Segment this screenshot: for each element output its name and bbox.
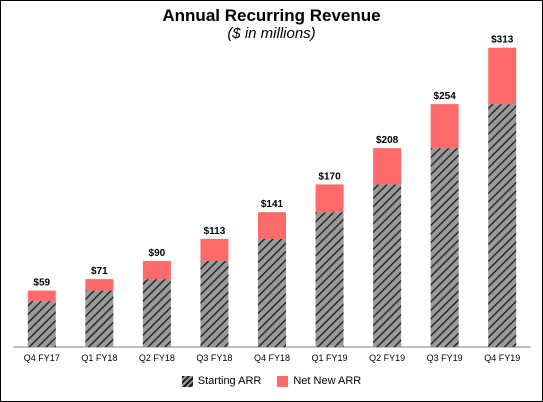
- bar-net-new-arr: [258, 212, 286, 239]
- x-tick-label: Q1 FY19: [312, 353, 348, 363]
- bar-net-new-arr: [373, 148, 402, 185]
- data-label-total: $208: [376, 135, 399, 146]
- data-label-total: $254: [434, 91, 457, 102]
- x-tick-label: Q4 FY17: [24, 353, 60, 363]
- bar-starting-arr: [200, 260, 229, 347]
- x-tick-label: Q4 FY19: [484, 353, 520, 363]
- bar-starting-arr: [85, 290, 114, 347]
- legend-label-starting-arr: Starting ARR: [197, 375, 262, 387]
- bar-starting-arr: [27, 301, 56, 347]
- data-label-total: $113: [204, 226, 226, 237]
- bar-starting-arr: [315, 212, 344, 347]
- data-label-total: $141: [261, 199, 284, 210]
- bar-starting-arr: [373, 184, 402, 347]
- bar-starting-arr: [430, 148, 459, 347]
- bar-starting-arr: [258, 238, 286, 347]
- legend-swatch-starting-arr: [181, 375, 193, 387]
- bar-net-new-arr: [315, 184, 344, 213]
- legend-item-starting-arr: Starting ARR: [181, 375, 262, 387]
- data-label-total: $170: [318, 171, 341, 182]
- bar-net-new-arr: [142, 260, 171, 280]
- x-tick-label: Q3 FY19: [427, 353, 463, 363]
- x-tick-label: Q2 FY19: [369, 353, 405, 363]
- data-label-total: $313: [491, 35, 514, 46]
- x-tick-label: Q4 FY18: [254, 353, 290, 363]
- bar-net-new-arr: [85, 279, 114, 291]
- legend-label-net-new-arr: Net New ARR: [293, 375, 362, 387]
- chart-title: Annual Recurring Revenue: [162, 6, 381, 25]
- chart-subtitle: ($ in millions): [227, 25, 316, 42]
- data-label-total: $90: [149, 248, 166, 259]
- bar-net-new-arr: [200, 238, 229, 261]
- data-label-total: $59: [33, 278, 50, 289]
- bar-net-new-arr: [27, 290, 56, 302]
- bar-starting-arr: [488, 104, 517, 347]
- x-tick-label: Q3 FY18: [196, 353, 232, 363]
- legend-swatch-net-new-arr: [277, 375, 289, 387]
- chart-legend: Starting ARR Net New ARR: [1, 375, 542, 387]
- bar-starting-arr: [142, 279, 171, 347]
- x-tick-label: Q2 FY18: [139, 353, 175, 363]
- data-label-total: $71: [91, 266, 108, 277]
- bar-net-new-arr: [488, 47, 517, 105]
- bar-net-new-arr: [430, 104, 459, 149]
- x-tick-label: Q1 FY18: [81, 353, 117, 363]
- legend-item-net-new-arr: Net New ARR: [277, 375, 361, 387]
